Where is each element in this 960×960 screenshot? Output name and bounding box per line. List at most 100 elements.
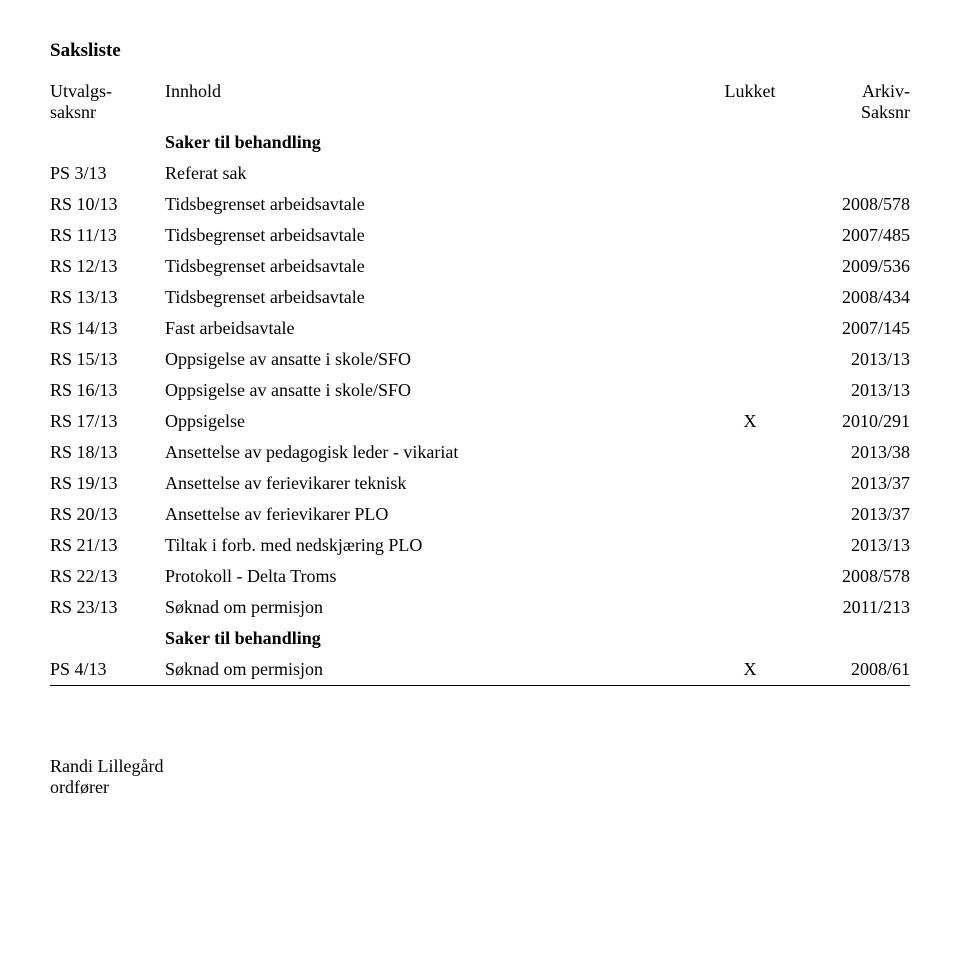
table-row: RS 15/13Oppsigelse av ansatte i skole/SF…	[50, 344, 910, 375]
cell-arkiv: 2013/13	[805, 530, 910, 561]
cell-innhold: Ansettelse av pedagogisk leder - vikaria…	[165, 437, 695, 468]
cell-innhold: Ansettelse av ferievikarer teknisk	[165, 468, 695, 499]
cell-lukket	[695, 189, 805, 220]
col4-header-line2: Saksnr	[805, 102, 910, 123]
table-row: RS 11/13Tidsbegrenset arbeidsavtale2007/…	[50, 220, 910, 251]
cell-lukket	[695, 158, 805, 189]
col2-header: Innhold	[165, 81, 695, 102]
cell-saksnr: RS 23/13	[50, 592, 165, 623]
table-row: RS 14/13Fast arbeidsavtale 2007/145	[50, 313, 910, 344]
cell-arkiv: 2011/213	[805, 592, 910, 623]
table-row: RS 23/13Søknad om permisjon 2011/213	[50, 592, 910, 623]
cell-lukket	[695, 344, 805, 375]
cell-saksnr: RS 18/13	[50, 437, 165, 468]
cell-arkiv: 2013/37	[805, 468, 910, 499]
cell-saksnr: RS 14/13	[50, 313, 165, 344]
cell-lukket	[695, 220, 805, 251]
cell-saksnr: PS 4/13	[50, 654, 165, 685]
table-row: PS 4/13Søknad om permisjonX2008/61	[50, 654, 910, 685]
col1-header-line1: Utvalgs-	[50, 81, 165, 102]
cell-arkiv: 2008/578	[805, 561, 910, 592]
table-row: RS 12/13Tidsbegrenset arbeidsavtale 2009/…	[50, 251, 910, 282]
cell-lukket	[695, 375, 805, 406]
table-row: RS 10/13Tidsbegrenset arbeidsavtale2008/…	[50, 189, 910, 220]
cell-arkiv: 2008/578	[805, 189, 910, 220]
cell-arkiv: 2009/536	[805, 251, 910, 282]
table-row: Saker til behandling	[50, 127, 910, 158]
table-row: RS 21/13Tiltak i forb. med nedskjæring P…	[50, 530, 910, 561]
cell-innhold: Tidsbegrenset arbeidsavtale	[165, 189, 695, 220]
cell-arkiv: 2013/38	[805, 437, 910, 468]
table-row: RS 13/13Tidsbegrenset arbeidsavtale 2008/…	[50, 282, 910, 313]
table-header-row: Utvalgs- saksnr Innhold Lukket Arkiv- Sa…	[50, 76, 910, 127]
cell-innhold: Tiltak i forb. med nedskjæring PLO	[165, 530, 695, 561]
cell-lukket	[695, 251, 805, 282]
cell-lukket	[695, 437, 805, 468]
cell-arkiv: 2008/434	[805, 282, 910, 313]
cell-innhold: Søknad om permisjon	[165, 654, 695, 685]
cell-innhold: Tidsbegrenset arbeidsavtale	[165, 282, 695, 313]
cell-innhold: Tidsbegrenset arbeidsavtale	[165, 251, 695, 282]
cell-saksnr: RS 15/13	[50, 344, 165, 375]
col4-header-line1: Arkiv-	[805, 81, 910, 102]
cell-saksnr: RS 12/13	[50, 251, 165, 282]
cell-innhold: Ansettelse av ferievikarer PLO	[165, 499, 695, 530]
cell-innhold: Oppsigelse av ansatte i skole/SFO	[165, 375, 695, 406]
cell-arkiv: 2013/37	[805, 499, 910, 530]
cell-saksnr: RS 20/13	[50, 499, 165, 530]
page-heading: Saksliste	[50, 40, 910, 62]
table-row: PS 3/13Referat sak	[50, 158, 910, 189]
cell-lukket	[695, 282, 805, 313]
cell-lukket: X	[695, 406, 805, 437]
cell-saksnr: RS 22/13	[50, 561, 165, 592]
cell-innhold: Oppsigelse	[165, 406, 695, 437]
cell-innhold: Saker til behandling	[165, 127, 695, 158]
signature-name: Randi Lillegård	[50, 756, 910, 777]
col3-header: Lukket	[695, 81, 805, 102]
cell-innhold: Saker til behandling	[165, 623, 695, 654]
cell-arkiv: 2008/61	[805, 654, 910, 685]
cell-saksnr: RS 16/13	[50, 375, 165, 406]
table-row: Saker til behandling	[50, 623, 910, 654]
cell-arkiv: 2013/13	[805, 344, 910, 375]
cell-innhold: Oppsigelse av ansatte i skole/SFO	[165, 344, 695, 375]
cell-arkiv: 2007/485	[805, 220, 910, 251]
table-row: RS 18/13Ansettelse av pedagogisk leder -…	[50, 437, 910, 468]
cell-saksnr: PS 3/13	[50, 158, 165, 189]
cell-arkiv: 2013/13	[805, 375, 910, 406]
cell-arkiv: 2007/145	[805, 313, 910, 344]
table-row: RS 19/13Ansettelse av ferievikarer tekni…	[50, 468, 910, 499]
cell-innhold: Tidsbegrenset arbeidsavtale	[165, 220, 695, 251]
table-bottom-rule	[50, 685, 910, 686]
cell-innhold: Søknad om permisjon	[165, 592, 695, 623]
cell-saksnr: RS 19/13	[50, 468, 165, 499]
cell-lukket	[695, 592, 805, 623]
cell-saksnr	[50, 623, 165, 654]
cell-saksnr	[50, 127, 165, 158]
signature-title: ordfører	[50, 777, 910, 798]
cell-innhold: Protokoll - Delta Troms	[165, 561, 695, 592]
case-table: Utvalgs- saksnr Innhold Lukket Arkiv- Sa…	[50, 76, 910, 686]
cell-arkiv	[805, 623, 910, 654]
cell-lukket: X	[695, 654, 805, 685]
table-row: RS 22/13Protokoll - Delta Troms 2008/578	[50, 561, 910, 592]
col1-header-line2: saksnr	[50, 102, 165, 123]
cell-saksnr: RS 21/13	[50, 530, 165, 561]
table-row: RS 17/13OppsigelseX2010/291	[50, 406, 910, 437]
cell-arkiv	[805, 158, 910, 189]
cell-lukket	[695, 127, 805, 158]
cell-innhold: Referat sak	[165, 158, 695, 189]
cell-lukket	[695, 561, 805, 592]
cell-innhold: Fast arbeidsavtale	[165, 313, 695, 344]
signature-block: Randi Lillegård ordfører	[50, 756, 910, 798]
table-row: RS 16/13Oppsigelse av ansatte i skole/SF…	[50, 375, 910, 406]
cell-lukket	[695, 499, 805, 530]
cell-arkiv	[805, 127, 910, 158]
cell-saksnr: RS 17/13	[50, 406, 165, 437]
cell-lukket	[695, 313, 805, 344]
cell-saksnr: RS 13/13	[50, 282, 165, 313]
cell-lukket	[695, 530, 805, 561]
cell-lukket	[695, 468, 805, 499]
cell-arkiv: 2010/291	[805, 406, 910, 437]
cell-lukket	[695, 623, 805, 654]
